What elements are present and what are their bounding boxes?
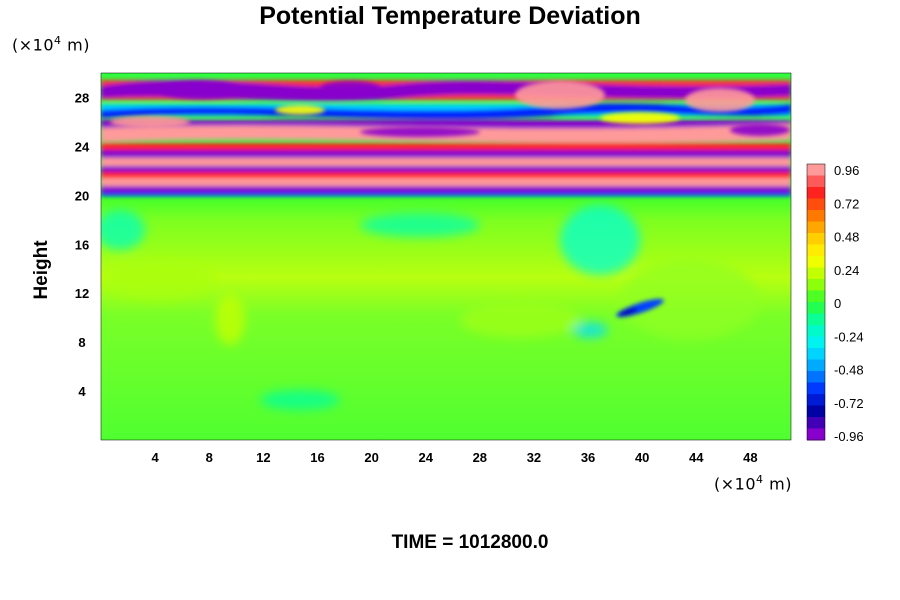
x-tick-label: 36: [581, 450, 595, 465]
colorbar-swatch: [807, 256, 825, 268]
colorbar-swatch: [807, 428, 825, 441]
x-tick-label: 12: [256, 450, 270, 465]
colorbar-swatch: [807, 233, 825, 245]
colorbar-swatch: [807, 417, 825, 429]
x-tick-label: 40: [635, 450, 649, 465]
x-tick-label: 4: [152, 450, 160, 465]
colorbar-tick-labels: 0.96 0.72 0.48 0.24 0 -0.24 -0.48 -0.72 -0.96: [834, 163, 864, 444]
x-tick-label: 24: [418, 450, 433, 465]
x-tick-labels: 4 8 12 16 20 24 28 32 36 40 44 48: [152, 450, 758, 465]
colorbar-frame: [806, 163, 826, 441]
y-tick-label: 16: [75, 237, 89, 252]
colorbar: [806, 163, 826, 441]
colorbar-swatch: [807, 290, 825, 303]
colorbar-tick-label: -0.72: [834, 396, 864, 411]
y-tick-labels: 4 8 12 16 20 24 28: [75, 90, 90, 399]
x-tick-label: 32: [527, 450, 541, 465]
colorbar-tick-label: 0.96: [834, 163, 859, 178]
colorbar-swatch: [807, 325, 825, 337]
colorbar-swatch: [807, 348, 825, 360]
colorbar-swatch: [807, 336, 825, 349]
colorbar-tick-label: -0.96: [834, 429, 864, 444]
heatmap-field: [101, 73, 791, 440]
x-axis-unit: (×104 m): [714, 473, 792, 494]
colorbar-tick-label: -0.24: [834, 329, 864, 344]
y-axis-unit: (×104 m): [12, 34, 90, 55]
colorbar-swatch: [807, 302, 825, 314]
colorbar-swatch: [807, 187, 825, 199]
y-tick-label: 12: [75, 286, 89, 301]
colorbar-swatch: [807, 175, 825, 188]
x-tick-label: 28: [473, 450, 487, 465]
colorbar-swatch: [807, 405, 825, 418]
colorbar-swatch: [807, 164, 825, 176]
x-tick-label: 16: [310, 450, 324, 465]
x-tick-label: 8: [206, 450, 213, 465]
colorbar-swatch: [807, 267, 825, 280]
colorbar-swatch: [807, 198, 825, 211]
x-tick-label: 44: [689, 450, 704, 465]
y-tick-label: 20: [75, 188, 89, 203]
y-tick-label: 28: [75, 90, 89, 105]
chart-title: Potential Temperature Deviation: [259, 2, 641, 30]
x-tick-label: 48: [743, 450, 757, 465]
y-tick-label: 24: [75, 139, 90, 154]
colorbar-swatch: [807, 359, 825, 372]
colorbar-tick-label: -0.48: [834, 363, 864, 378]
colorbar-swatch: [807, 210, 825, 222]
colorbar-swatch: [807, 371, 825, 383]
colorbar-swatch: [807, 221, 825, 234]
colorbar-tick-label: 0: [834, 296, 841, 311]
x-tick-label: 20: [364, 450, 378, 465]
y-tick-label: 8: [78, 335, 85, 350]
colorbar-swatch: [807, 279, 825, 291]
colorbar-swatch: [807, 394, 825, 406]
colorbar-swatch: [807, 313, 825, 326]
colorbar-tick-label: 0.72: [834, 196, 859, 211]
colorbar-swatch: [807, 382, 825, 395]
plot-frame: [100, 72, 792, 441]
colorbar-swatch: [807, 244, 825, 257]
time-label: TIME = 1012800.0: [391, 532, 549, 553]
colorbar-tick-label: 0.24: [834, 263, 859, 278]
y-tick-label: 4: [78, 384, 86, 399]
colorbar-tick-label: 0.48: [834, 230, 859, 245]
